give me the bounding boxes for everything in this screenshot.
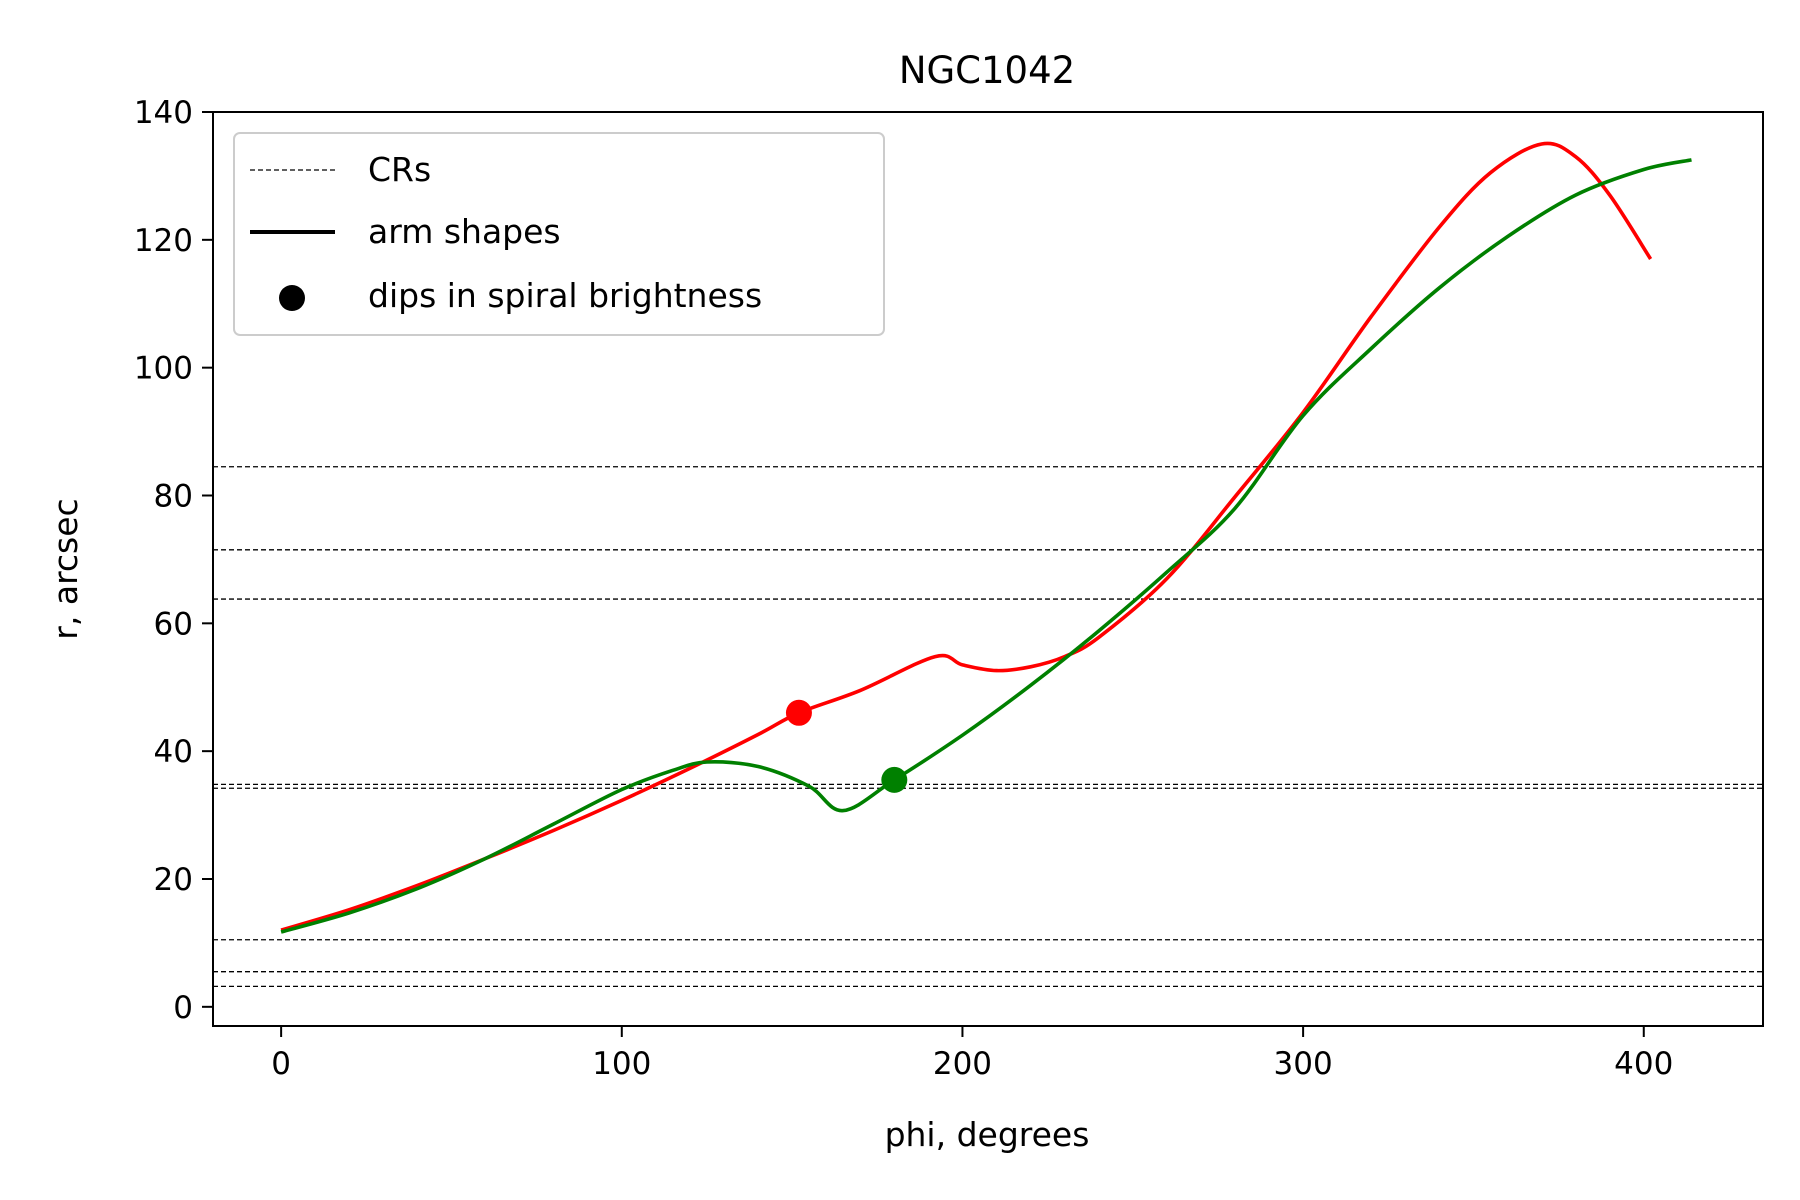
cr-lines — [213, 466, 1763, 988]
plot-frame — [212, 111, 1764, 1027]
dip-layer — [785, 699, 908, 793]
y-tick-label: 120 — [134, 223, 193, 259]
y-axis: 0 20 40 60 80 100 120 140 — [134, 95, 213, 1026]
legend-label-crs: CRs — [368, 150, 431, 189]
arm-shape-line — [280, 158, 1692, 934]
x-tick-label: 400 — [1614, 1046, 1673, 1082]
y-tick-label: 80 — [154, 478, 193, 514]
dip-point — [785, 699, 812, 726]
y-tick-label: 100 — [134, 351, 193, 387]
y-tick-label: 140 — [134, 95, 193, 131]
x-axis-label: phi, degrees — [885, 1115, 1090, 1154]
chart-title: NGC1042 — [899, 49, 1075, 92]
y-tick-label: 40 — [154, 734, 193, 770]
series-layer — [280, 141, 1692, 934]
legend: CRs arm shapes dips in spiral brightness — [233, 132, 885, 336]
legend-marker-swatch — [279, 285, 305, 311]
y-tick-label: 60 — [154, 606, 193, 642]
x-tick-label: 100 — [592, 1046, 651, 1082]
y-tick-label: 0 — [173, 990, 193, 1026]
legend-label-arm-shapes: arm shapes — [368, 212, 561, 251]
x-tick-label: 300 — [1274, 1046, 1333, 1082]
x-tick-label: 0 — [271, 1046, 291, 1082]
x-tick-label: 200 — [933, 1046, 992, 1082]
legend-box — [233, 132, 885, 336]
y-axis-label: r, arcsec — [46, 498, 85, 639]
legend-label-dips: dips in spiral brightness — [368, 276, 762, 315]
y-tick-label: 20 — [154, 862, 193, 898]
arm-shape-line — [280, 141, 1653, 932]
dip-point — [881, 766, 908, 793]
x-axis: 0 100 200 300 400 — [271, 1026, 1673, 1082]
